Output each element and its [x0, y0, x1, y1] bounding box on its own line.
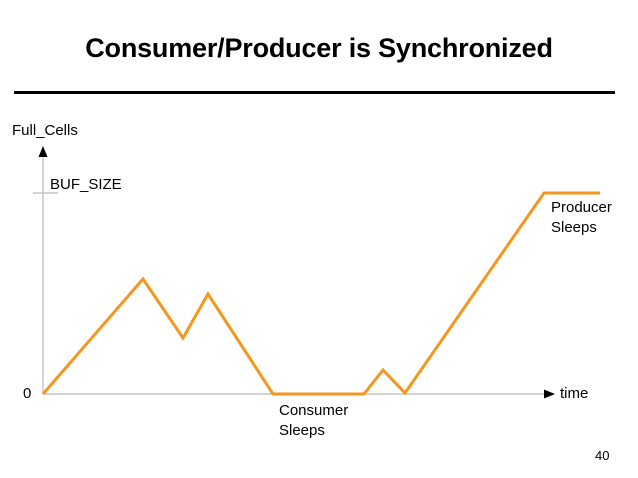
origin-label: 0 — [23, 385, 32, 402]
producer-sleeps-annotation: Producer Sleeps — [551, 198, 612, 238]
x-axis-label: time — [560, 385, 589, 402]
buf-size-label: BUF_SIZE — [50, 176, 122, 193]
x-axis-arrow-icon — [544, 389, 555, 399]
title-divider — [14, 91, 615, 94]
consumer-sleeps-line1: Consumer — [279, 402, 349, 419]
producer-sleeps-line2: Sleeps — [551, 219, 597, 236]
full-cells-line — [41, 191, 600, 396]
consumer-sleeps-line2: Sleeps — [279, 422, 325, 439]
slide-title: Consumer/Producer is Synchronized — [85, 33, 553, 63]
consumer-sleeps-annotation: Consumer Sleeps — [279, 401, 348, 441]
page-number: 40 — [595, 448, 610, 463]
y-axis-arrow-icon — [38, 146, 48, 157]
producer-sleeps-line1: Producer — [551, 199, 612, 216]
y-axis-label: Full_Cells — [12, 122, 78, 139]
